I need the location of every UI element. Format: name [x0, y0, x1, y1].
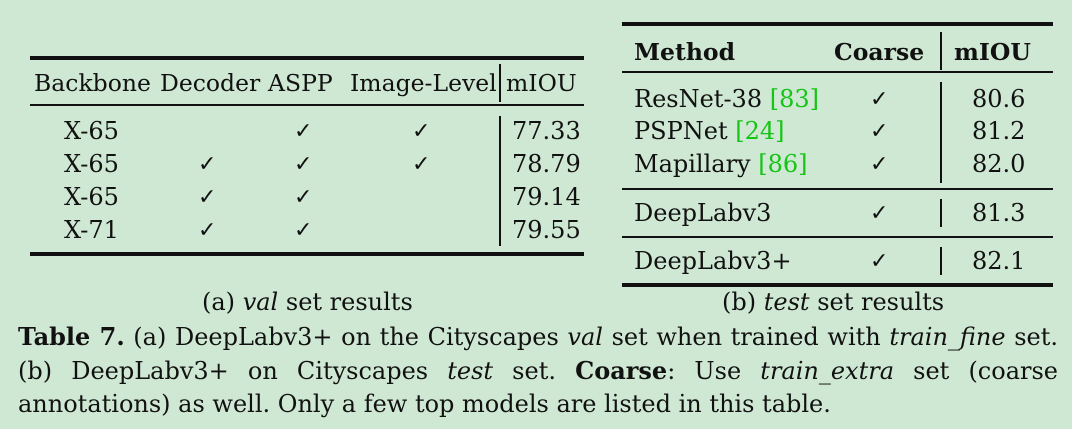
- table-b-subcaption-em: test: [763, 288, 810, 316]
- table-a-row-3-miou: 79.14: [512, 183, 581, 211]
- table-b-row-4-coarse-check: ✓: [870, 201, 889, 226]
- table-a-header-backbone: Backbone: [34, 69, 151, 97]
- table-a-header-miou: mIOU: [506, 69, 577, 97]
- table-b-row-3-coarse-check: ✓: [870, 152, 889, 177]
- table-a-body-separator: [499, 116, 501, 246]
- table-a-row-4-aspp-check: ✓: [294, 218, 313, 243]
- table-b-subcaption: (b) test set results: [722, 287, 944, 317]
- table-b-row-3-method: Mapillary [86]: [634, 149, 808, 179]
- table-a-header-image-level: Image-Level: [350, 69, 497, 97]
- table-caption: Table 7. (a) DeepLabv3+ on the Cityscape…: [18, 320, 1058, 421]
- caption-label: Table 7.: [18, 322, 125, 351]
- table-a-header-decoder: Decoder: [160, 69, 261, 97]
- caption-part-3-em: test: [447, 357, 494, 385]
- table-b-row-3-miou: 82.0: [972, 150, 1026, 178]
- table-b-row-3-method-name: Mapillary: [634, 150, 759, 178]
- table-b-row-2-citation[interactable]: [24]: [735, 117, 785, 145]
- table-a-subcaption-em: val: [242, 288, 279, 316]
- table-b-row-1-citation[interactable]: [83]: [769, 85, 819, 113]
- table-b-row-4-separator: [940, 199, 942, 227]
- caption-part-2-em: train_fine: [889, 323, 1006, 351]
- table-b-row-3-citation[interactable]: [86]: [758, 150, 808, 178]
- table-b-row-1-method-name: ResNet-38: [634, 85, 770, 113]
- table-a-subcaption: (a) val set results: [202, 287, 413, 317]
- caption-part-6: set (coarse annotations) as well. Only a…: [18, 357, 1058, 418]
- table-a-row-1-aspp-check: ✓: [294, 119, 313, 144]
- table-b-row-5-method: DeepLabv3+: [634, 247, 792, 275]
- table-b-group1-separator: [940, 82, 942, 183]
- caption-part-2: set when trained with: [602, 323, 890, 351]
- caption-part-4: set.: [493, 357, 576, 385]
- table-a-row-3-aspp-check: ✓: [294, 185, 313, 210]
- table-a-row-2-miou: 78.79: [512, 150, 581, 178]
- table-a-row-2-aspp-check: ✓: [294, 152, 313, 177]
- table-b-row-2-miou: 81.2: [972, 117, 1026, 145]
- table-b-header-coarse: Coarse: [834, 38, 925, 66]
- table-b-row-1-coarse-check: ✓: [870, 87, 889, 112]
- table-a-subcaption-rest: set results: [285, 288, 413, 316]
- table-a-row-2-backbone: X-65: [64, 150, 119, 178]
- table-b-subcaption-rest: set results: [817, 288, 945, 316]
- caption-part-5-em: train_extra: [760, 357, 895, 385]
- caption-part-3: set. (b) DeepLabv3+ on Cityscapes: [18, 323, 1058, 385]
- table-a-top-rule: [30, 56, 584, 60]
- table-a-bottom-rule: [30, 252, 584, 256]
- table-b-header-miou: mIOU: [954, 38, 1031, 66]
- table-a-subcaption-label: (a): [202, 288, 236, 316]
- table-b-bottom-rule: [622, 283, 1053, 287]
- table-a-row-1-image-level-check: ✓: [412, 119, 431, 144]
- table-a-row-2-image-level-check: ✓: [412, 152, 431, 177]
- caption-part-1: (a) DeepLabv3+ on the Cityscapes: [124, 323, 568, 351]
- table-b-group1-rule: [622, 188, 1053, 190]
- table-b-row-2-coarse-check: ✓: [870, 119, 889, 144]
- table-b-row-5-miou: 82.1: [972, 247, 1026, 275]
- table-b-row-1-miou: 80.6: [972, 85, 1026, 113]
- table-a-header-separator: [499, 64, 501, 102]
- table-b-header-separator: [940, 32, 942, 70]
- table-b-header-method: Method: [634, 38, 736, 66]
- table-b-row-4-method: DeepLabv3: [634, 199, 772, 227]
- table-a-row-4-backbone: X-71: [64, 216, 119, 244]
- table-b-group2-rule: [622, 236, 1053, 238]
- table-a-row-4-decoder-check: ✓: [198, 218, 217, 243]
- table-b-row-4-miou: 81.3: [972, 199, 1026, 227]
- table-b-subcaption-label: (b): [722, 288, 757, 316]
- table-a-row-3-backbone: X-65: [64, 183, 119, 211]
- table-b-row-5-separator: [940, 247, 942, 275]
- table-a-row-1-backbone: X-65: [64, 117, 119, 145]
- caption-coarse: Coarse: [575, 356, 668, 385]
- table-b-row-2-method-name: PSPNet: [634, 117, 736, 145]
- table-a-mid-rule: [30, 104, 584, 106]
- table-a-row-4-miou: 79.55: [512, 216, 581, 244]
- table-b-top-rule: [622, 22, 1053, 26]
- table-a-row-2-decoder-check: ✓: [198, 152, 217, 177]
- table-b-header-rule: [622, 71, 1053, 73]
- table-b-row-5-coarse-check: ✓: [870, 249, 889, 274]
- table-b-row-1-method: ResNet-38 [83]: [634, 84, 819, 114]
- caption-part-5: : Use: [667, 357, 761, 385]
- table-b-row-2-method: PSPNet [24]: [634, 116, 784, 146]
- caption-part-1-em: val: [567, 323, 603, 351]
- table-a-row-1-miou: 77.33: [512, 117, 581, 145]
- table-a-header-aspp: ASPP: [268, 69, 333, 97]
- table-a-row-3-decoder-check: ✓: [198, 185, 217, 210]
